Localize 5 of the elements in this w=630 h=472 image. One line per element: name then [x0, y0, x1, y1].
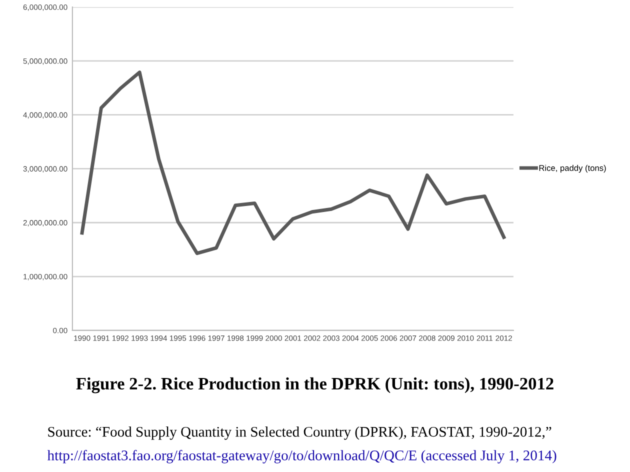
- line-series: [80, 70, 506, 256]
- legend-label: Rice, paddy (tons): [539, 164, 606, 173]
- source-note: Source: “Food Supply Quantity in Selected Country (DPRK), FAOSTAT, 1990-2012,”: [48, 426, 552, 440]
- text: Figure 2-2. Rice Production in the DPRK (Unit: tons), 1990-2012: [76, 377, 554, 394]
- text: http://faostat3.fao.org/faostat-gateway/go/to/download/Q/QC/E (accessed July 1, 2014): [47, 450, 556, 464]
